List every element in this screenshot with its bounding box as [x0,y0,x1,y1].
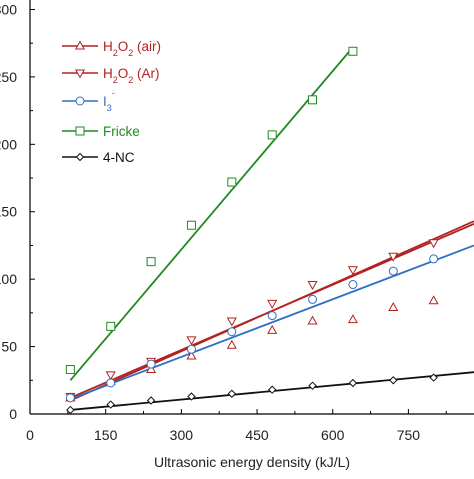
data-point-3 [146,257,156,267]
data-point-4 [348,378,358,388]
data-point-4 [66,405,75,415]
data-point-0 [186,350,197,360]
fit-line-2 [70,244,474,401]
legend-label-1: H2O2 (Ar) [103,66,160,85]
fit-line-3 [69,46,354,381]
y-tick-label: 300 [0,1,17,17]
data-point-0 [307,315,318,325]
data-point-2 [146,359,156,369]
y-tick-label: 150 [0,204,17,220]
x-tick-label: 150 [94,427,118,443]
y-tick-label: 50 [1,339,17,355]
x-axis-label: Ultrasonic energy density (kJ/L) [153,454,351,470]
data-point-2 [429,254,439,264]
data-point-2 [227,327,237,337]
data-point-4 [187,392,196,401]
legend-label-3: Fricke [103,124,140,139]
data-point-3 [186,220,196,230]
data-point-4 [267,385,277,394]
data-point-1 [388,252,399,262]
data-point-3 [308,95,318,105]
legend-label-0: H2O2 (air) [103,39,161,58]
data-point-1 [226,317,237,327]
data-point-3 [267,130,277,140]
data-point-4 [227,389,237,398]
data-point-0 [347,314,358,324]
data-point-0 [226,339,237,349]
y-tick-label: 250 [0,69,17,85]
y-tick-label: 0 [9,406,17,422]
data-point-3 [348,46,358,56]
fit-line-1 [70,223,474,399]
data-point-1 [105,371,116,381]
data-point-0 [428,295,439,305]
data-point-4 [308,381,317,390]
data-point-4 [146,396,156,405]
data-point-0 [267,324,278,334]
legend-marker-3 [75,126,85,136]
data-point-2 [106,378,116,388]
data-point-1 [347,266,358,276]
data-point-1 [307,281,318,291]
data-point-4 [106,400,115,409]
data-point-4 [389,376,398,385]
legend-marker-4 [75,152,85,162]
data-point-3 [227,177,237,187]
data-point-2 [388,266,398,276]
x-tick-label: 750 [397,427,421,443]
x-tick-label: 300 [170,427,194,443]
y-tick-label: 100 [0,271,17,287]
legend-marker-2 [75,96,85,106]
data-point-2 [267,311,277,321]
data-point-2 [348,280,358,290]
data-point-3 [106,321,116,331]
data-point-1 [186,336,197,346]
legend-marker-0 [74,40,86,50]
data-point-4 [429,373,438,382]
data-point-3 [65,365,75,375]
legend-marker-1 [74,69,86,79]
y-tick-label: 200 [0,136,17,152]
data-point-0 [146,363,157,374]
legend-label-4: 4-NC [103,150,135,165]
data-point-1 [428,239,439,249]
data-point-2 [65,393,75,403]
data-point-0 [388,301,399,311]
legend-label-2: I3- [103,88,115,113]
x-tick-label: 600 [321,427,345,443]
data-point-1 [267,299,278,309]
data-point-2 [308,294,318,304]
x-tick-label: 0 [26,427,34,443]
data-point-2 [186,344,196,354]
x-tick-label: 450 [245,427,269,443]
